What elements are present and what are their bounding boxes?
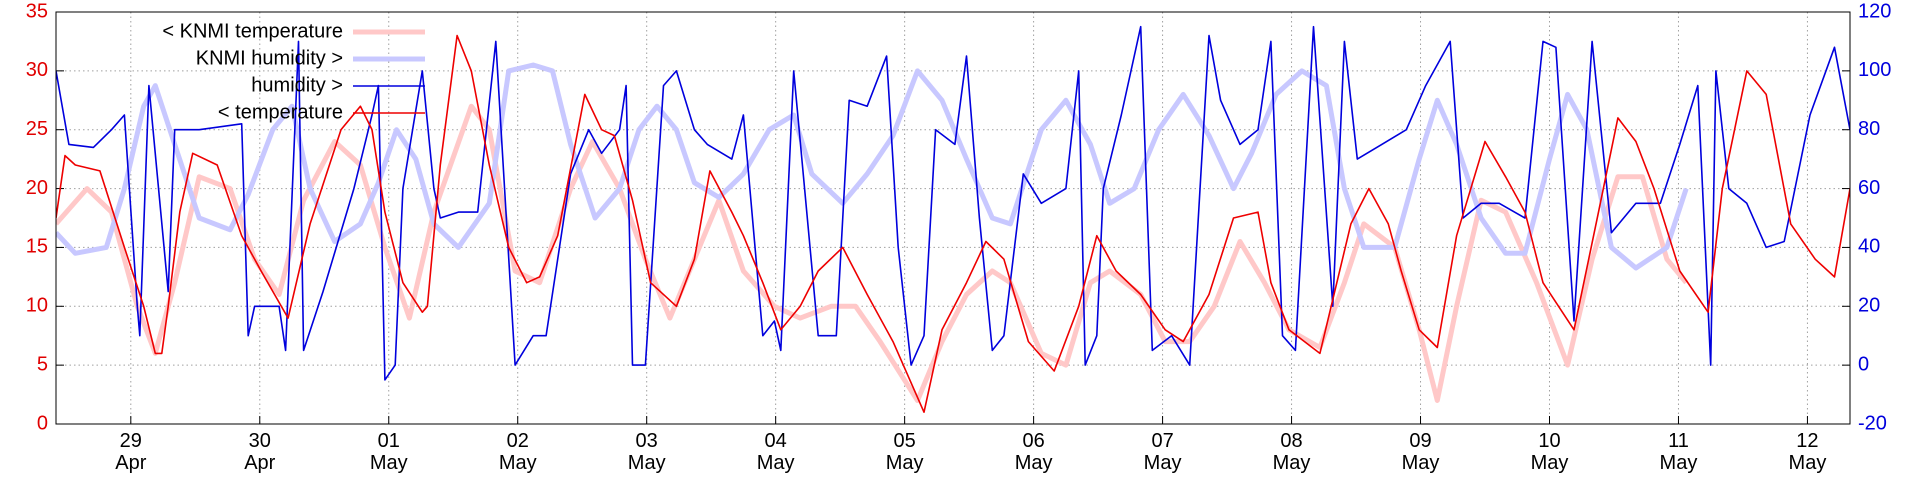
x-tick-label: 12 May: [1788, 430, 1827, 474]
series-line: [56, 62, 1689, 271]
y2-tick-label: 20: [1858, 295, 1880, 317]
x-tick-label: 30 Apr: [244, 430, 276, 474]
y-tick-label: 0: [37, 412, 48, 434]
y-tick-label: 10: [26, 295, 48, 317]
plot-area: [56, 25, 1850, 413]
y2-tick-label: 120: [1858, 0, 1891, 22]
plot-frame: [55, 11, 1851, 425]
x-tick-label: 29 Apr: [115, 430, 147, 474]
y-tick-label: 5: [37, 353, 48, 375]
legend-label: < temperature: [218, 101, 343, 123]
y2-tick-label: 0: [1858, 353, 1869, 375]
y2-tick-label: 100: [1858, 59, 1891, 81]
series-line: [56, 103, 1689, 403]
y-tick-label: 15: [26, 236, 48, 258]
legend-label: humidity >: [251, 74, 343, 96]
legend-label: KNMI humidity >: [196, 47, 343, 69]
x-tick-label: 02 May: [498, 430, 537, 474]
x-tick-label: 03 May: [627, 430, 666, 474]
legend-label: < KNMI temperature: [162, 20, 343, 42]
x-tick-label: 06 May: [1014, 430, 1053, 474]
y2-tick-label: 80: [1858, 118, 1880, 140]
y-tick-label: 30: [26, 59, 48, 81]
y-tick-label: 35: [26, 0, 48, 22]
x-tick-label: 04 May: [756, 430, 795, 474]
y-tick-label: 25: [26, 118, 48, 140]
y2-tick-label: 60: [1858, 177, 1880, 199]
x-tick-label: 10 May: [1530, 430, 1569, 474]
series-line: [56, 34, 1850, 413]
y-tick-label: 20: [26, 177, 48, 199]
x-tick-label: 11 May: [1659, 430, 1698, 474]
x-tick-label: 08 May: [1272, 430, 1311, 474]
x-tick-label: 07 May: [1143, 430, 1182, 474]
y2-tick-label: 40: [1858, 236, 1880, 258]
x-tick-label: 05 May: [885, 430, 924, 474]
series-line: [56, 25, 1850, 381]
x-tick-label: 01 May: [369, 430, 408, 474]
y2-tick-label: -20: [1858, 412, 1887, 434]
x-tick-label: 09 May: [1401, 430, 1440, 474]
